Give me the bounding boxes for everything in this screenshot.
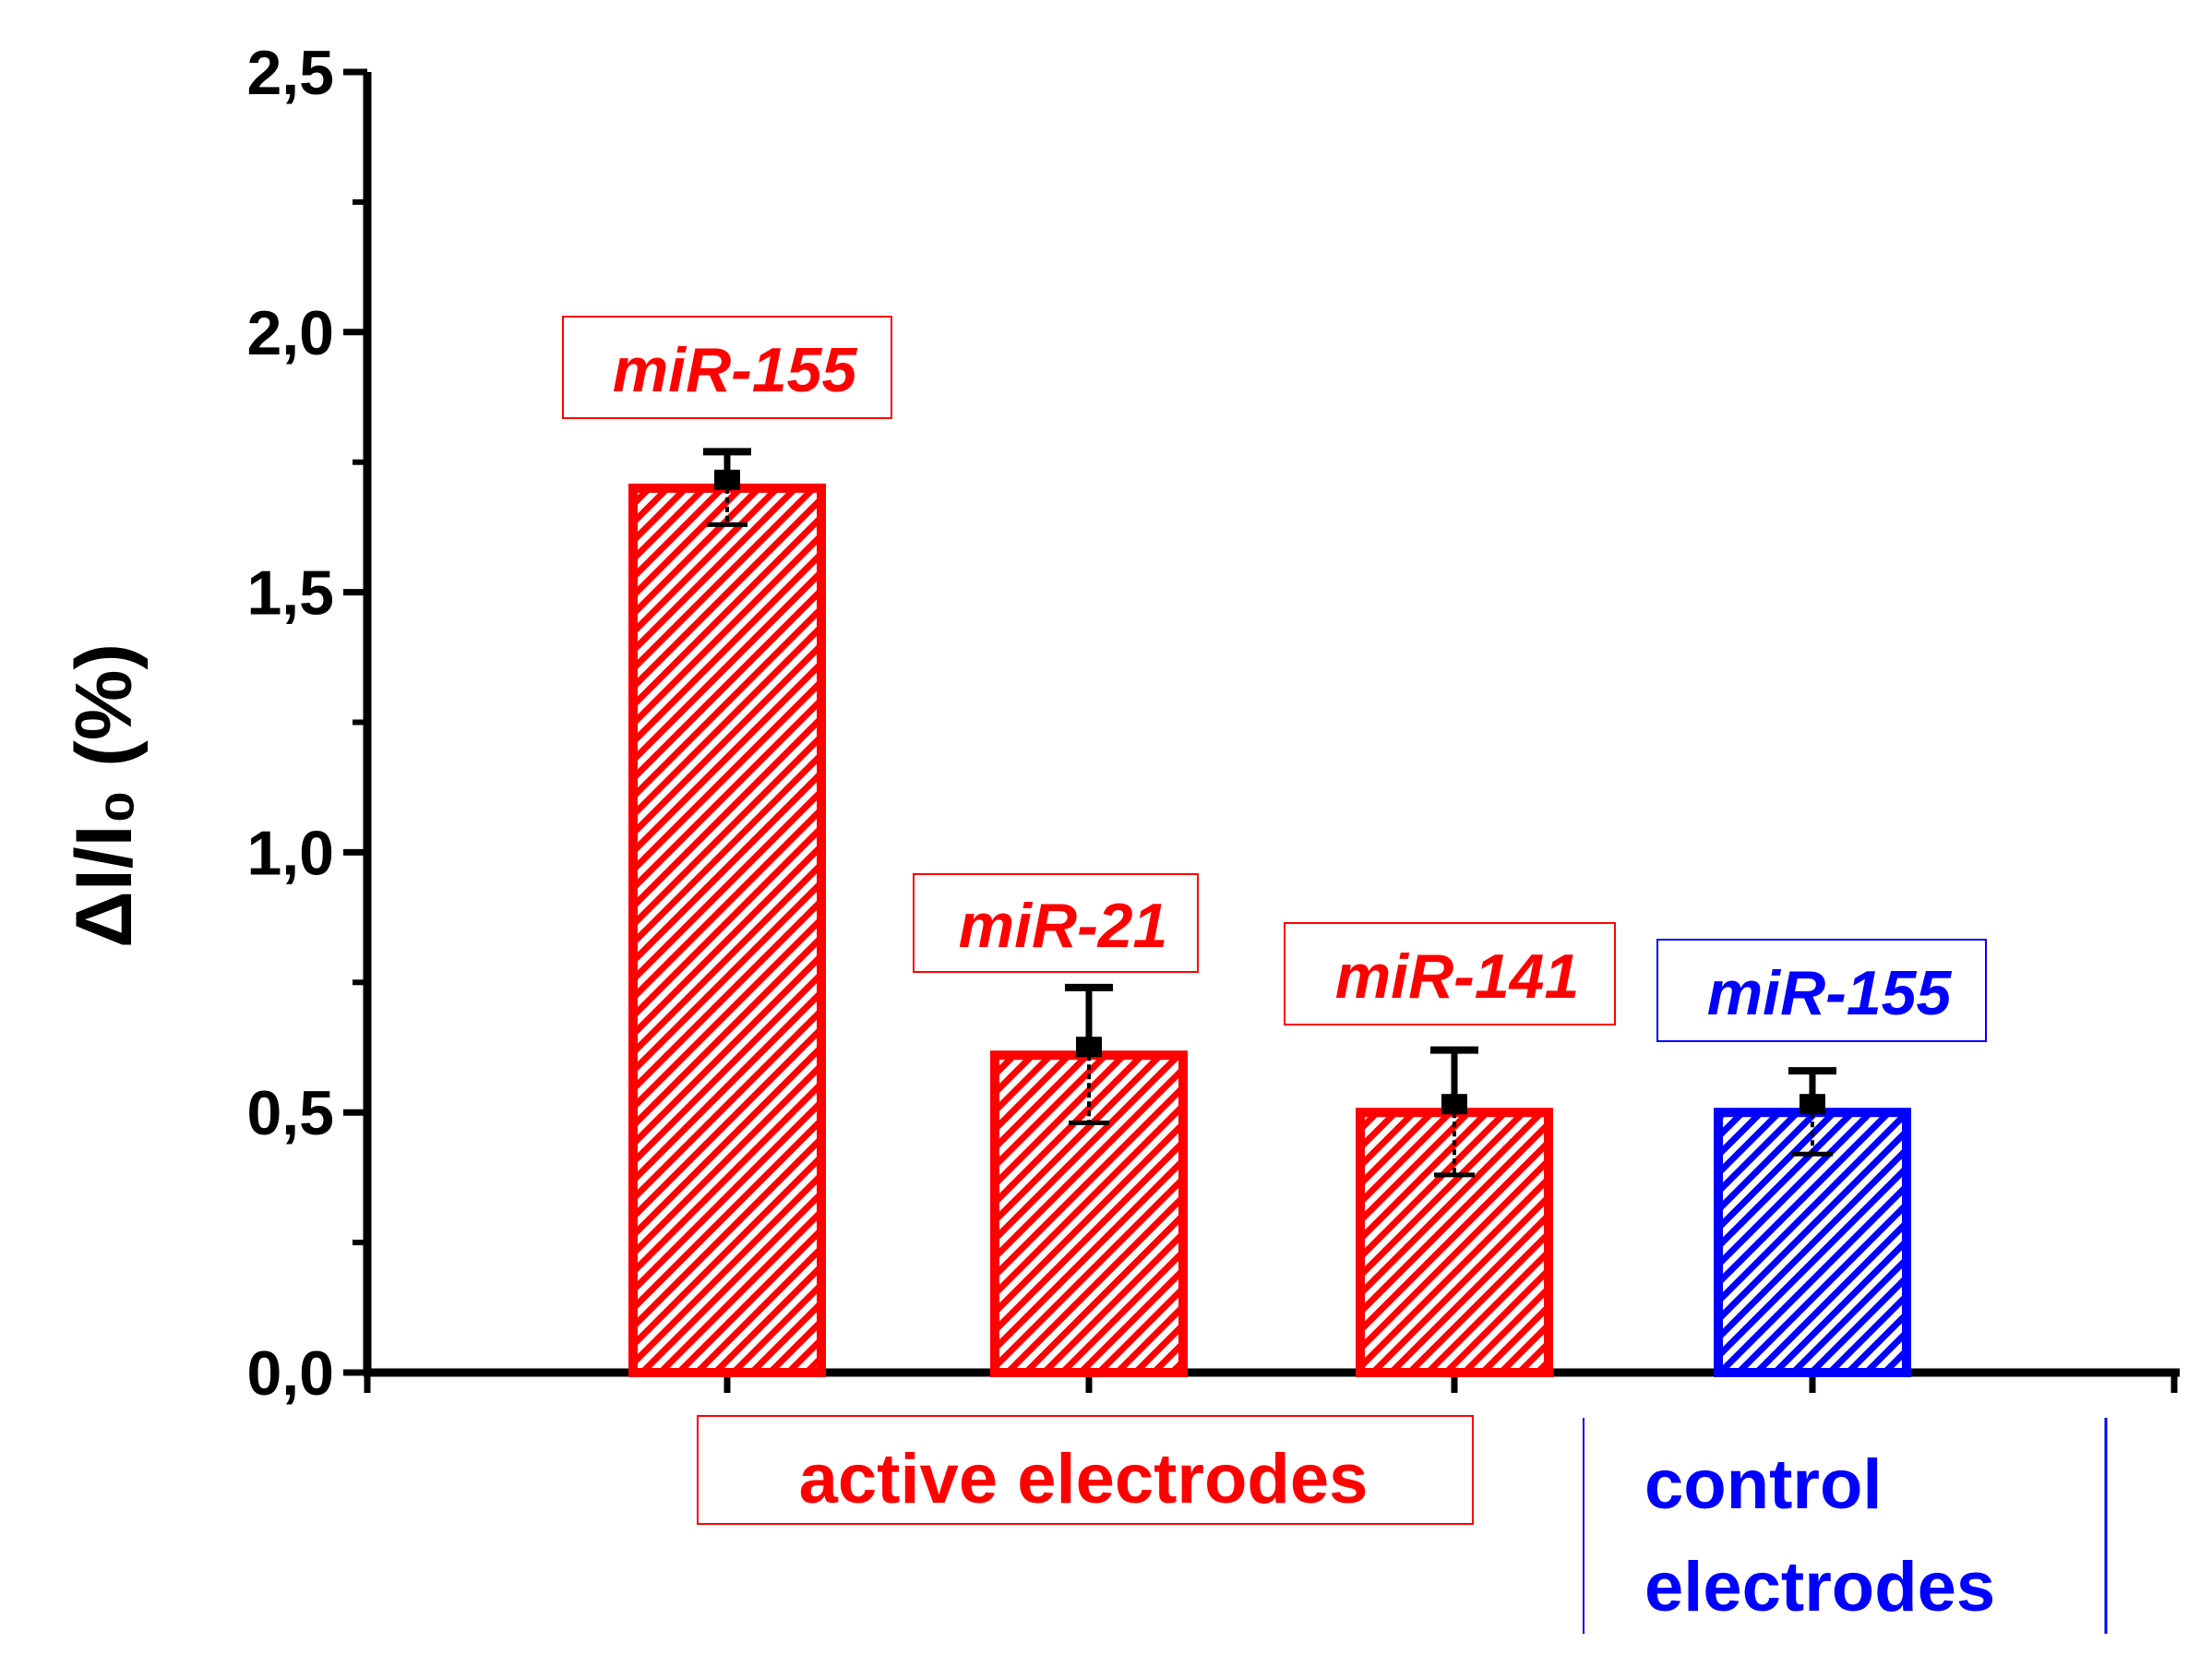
bar-labels: miR-155 miR-21 miR-141 miR-155 [562,316,1987,1042]
bar-label-text: miR-21 [959,891,1168,961]
active-group-label-text: active electrodes [799,1440,1369,1518]
bars [628,483,1911,1377]
bar-label-box [1656,939,1987,1042]
error-bar-center-mark [1799,1094,1825,1115]
y-tick-label: 0,5 [246,1078,334,1148]
bar-label-mir-141-active: miR-141 [1284,922,1616,1025]
bar-label-text: miR-155 [1707,958,1953,1028]
y-tick-label: 2,0 [246,298,334,368]
y-axis-label: ΔI/I₀ (%) [60,643,149,948]
control-group-label: control electrodes [1583,1418,2108,1634]
bar-label-mir-155-control: miR-155 [1656,939,1987,1042]
bar-mir-155-active [628,483,826,1377]
y-tick-label: 1,5 [246,558,334,629]
control-group-label-line2: electrodes [1644,1548,1995,1626]
bar-label-text: miR-155 [613,335,858,405]
error-bar [703,448,751,527]
error-bar [1788,1067,1836,1157]
bar-label-mir-21-active: miR-21 [913,873,1199,973]
error-bar-center-mark [714,469,740,490]
error-bar [1065,983,1113,1125]
active-group-label: active electrodes [697,1415,1474,1525]
bar-label-box [1284,922,1616,1025]
bar-mir-141-active [1356,1108,1553,1377]
error-bars [703,448,1836,1178]
error-bar [1430,1046,1478,1178]
bar-label-mir-155-active: miR-155 [562,316,892,419]
y-tick-label: 0,0 [246,1338,334,1409]
control-group-label-line1: control [1644,1445,1883,1524]
y-tick-label: 2,5 [246,38,334,108]
error-bar-center-mark [1076,1037,1102,1058]
y-tick-label: 1,0 [246,818,334,888]
y-ticks: 0,0 0,5 1,0 1,5 2,0 2,5 [246,38,367,1409]
bar-label-box [562,316,892,419]
error-bar-center-mark [1441,1094,1467,1115]
active-group-label-box [697,1415,1474,1525]
bar-label-text: miR-141 [1335,941,1580,1012]
bar-label-box [913,873,1199,973]
